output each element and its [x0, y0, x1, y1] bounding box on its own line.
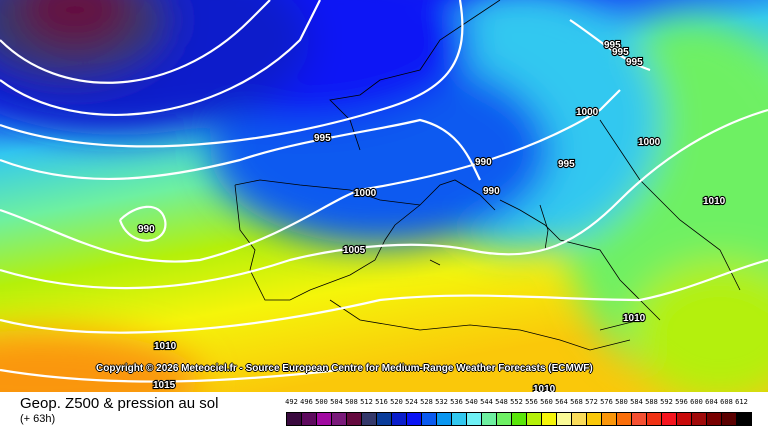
legend-swatch: [286, 412, 302, 426]
isobar-label: 995: [612, 47, 629, 58]
legend-swatch: [436, 412, 452, 426]
isobars: [0, 0, 768, 382]
legend-swatch: [691, 412, 707, 426]
legend-label: 604: [705, 398, 718, 406]
legend-label: 596: [675, 398, 688, 406]
legend-label: 584: [630, 398, 643, 406]
isobar-label: 990: [475, 157, 492, 168]
legend-label: 560: [540, 398, 553, 406]
isobar-label: 1005: [343, 245, 366, 256]
legend-label: 492: [285, 398, 298, 406]
legend-label: 540: [465, 398, 478, 406]
legend-label: 552: [510, 398, 523, 406]
legend-label: 528: [420, 398, 433, 406]
legend-swatch: [331, 412, 347, 426]
legend-swatch: [706, 412, 722, 426]
legend-swatch: [421, 412, 437, 426]
legend-swatch: [736, 412, 752, 426]
legend-swatch: [466, 412, 482, 426]
isobar-label: 1010: [703, 196, 726, 207]
legend-swatch: [556, 412, 572, 426]
isobar-label: 995: [314, 133, 331, 144]
legend-swatch: [676, 412, 692, 426]
map-title: Geop. Z500 & pression au sol: [20, 395, 219, 412]
isobar-labels: 995 1000 990 1005 1010 1015 990 990 995 …: [137, 39, 727, 392]
legend-swatch: [376, 412, 392, 426]
legend-swatch: [346, 412, 362, 426]
copyright-text: Copyright © 2026 Meteociel.fr - Source E…: [96, 363, 593, 374]
legend-swatch: [406, 412, 422, 426]
legend-label: 516: [375, 398, 388, 406]
legend-label: 512: [360, 398, 373, 406]
legend-label: 580: [615, 398, 628, 406]
legend-swatch: [571, 412, 587, 426]
legend-swatch: [631, 412, 647, 426]
forecast-hour: (+ 63h): [20, 413, 56, 425]
legend-label: 524: [405, 398, 418, 406]
isobar-label: 995: [604, 40, 621, 51]
legend-swatch: [496, 412, 512, 426]
legend-swatch: [451, 412, 467, 426]
isobar-label: 990: [138, 224, 155, 235]
legend-swatch: [316, 412, 332, 426]
isobar-label: 1000: [576, 107, 599, 118]
legend-label: 608: [720, 398, 733, 406]
legend-label: 568: [570, 398, 583, 406]
legend-swatch: [721, 412, 737, 426]
legend-label: 536: [450, 398, 463, 406]
legend-swatch: [361, 412, 377, 426]
isobar-label: 1010: [533, 384, 556, 392]
legend-swatch: [661, 412, 677, 426]
legend-label: 612: [735, 398, 748, 406]
legend-label: 592: [660, 398, 673, 406]
legend-label: 504: [330, 398, 343, 406]
isobar-label: 1010: [623, 313, 646, 324]
legend-label: 600: [690, 398, 703, 406]
isobar-label: 1000: [638, 137, 661, 148]
legend-swatch: [301, 412, 317, 426]
legend-label: 548: [495, 398, 508, 406]
legend-label: 576: [600, 398, 613, 406]
legend-swatch: [481, 412, 497, 426]
isobar-label: 990: [483, 186, 500, 197]
legend-swatch: [511, 412, 527, 426]
isobar-label: 1015: [153, 380, 176, 391]
purple-low: [20, 0, 130, 45]
legend-label: 508: [345, 398, 358, 406]
legend-label: 572: [585, 398, 598, 406]
weather-map: 995 1000 990 1005 1010 1015 990 990 995 …: [0, 0, 768, 392]
legend-label: 588: [645, 398, 658, 406]
legend-swatch: [601, 412, 617, 426]
legend-label: 544: [480, 398, 493, 406]
legend-label: 532: [435, 398, 448, 406]
legend-swatch: [586, 412, 602, 426]
isobar-label: 995: [558, 159, 575, 170]
legend-label: 556: [525, 398, 538, 406]
legend-swatch: [616, 412, 632, 426]
isobar-label: 1000: [354, 188, 377, 199]
coastlines: [234, 0, 741, 351]
isobar-label: 995: [626, 57, 643, 68]
legend-label: 500: [315, 398, 328, 406]
legend-swatch: [526, 412, 542, 426]
isobar-label: 1010: [154, 341, 177, 352]
legend-label: 520: [390, 398, 403, 406]
legend-label: 564: [555, 398, 568, 406]
legend-swatch: [646, 412, 662, 426]
legend-swatch: [541, 412, 557, 426]
legend-label: 496: [300, 398, 313, 406]
legend-swatch: [391, 412, 407, 426]
